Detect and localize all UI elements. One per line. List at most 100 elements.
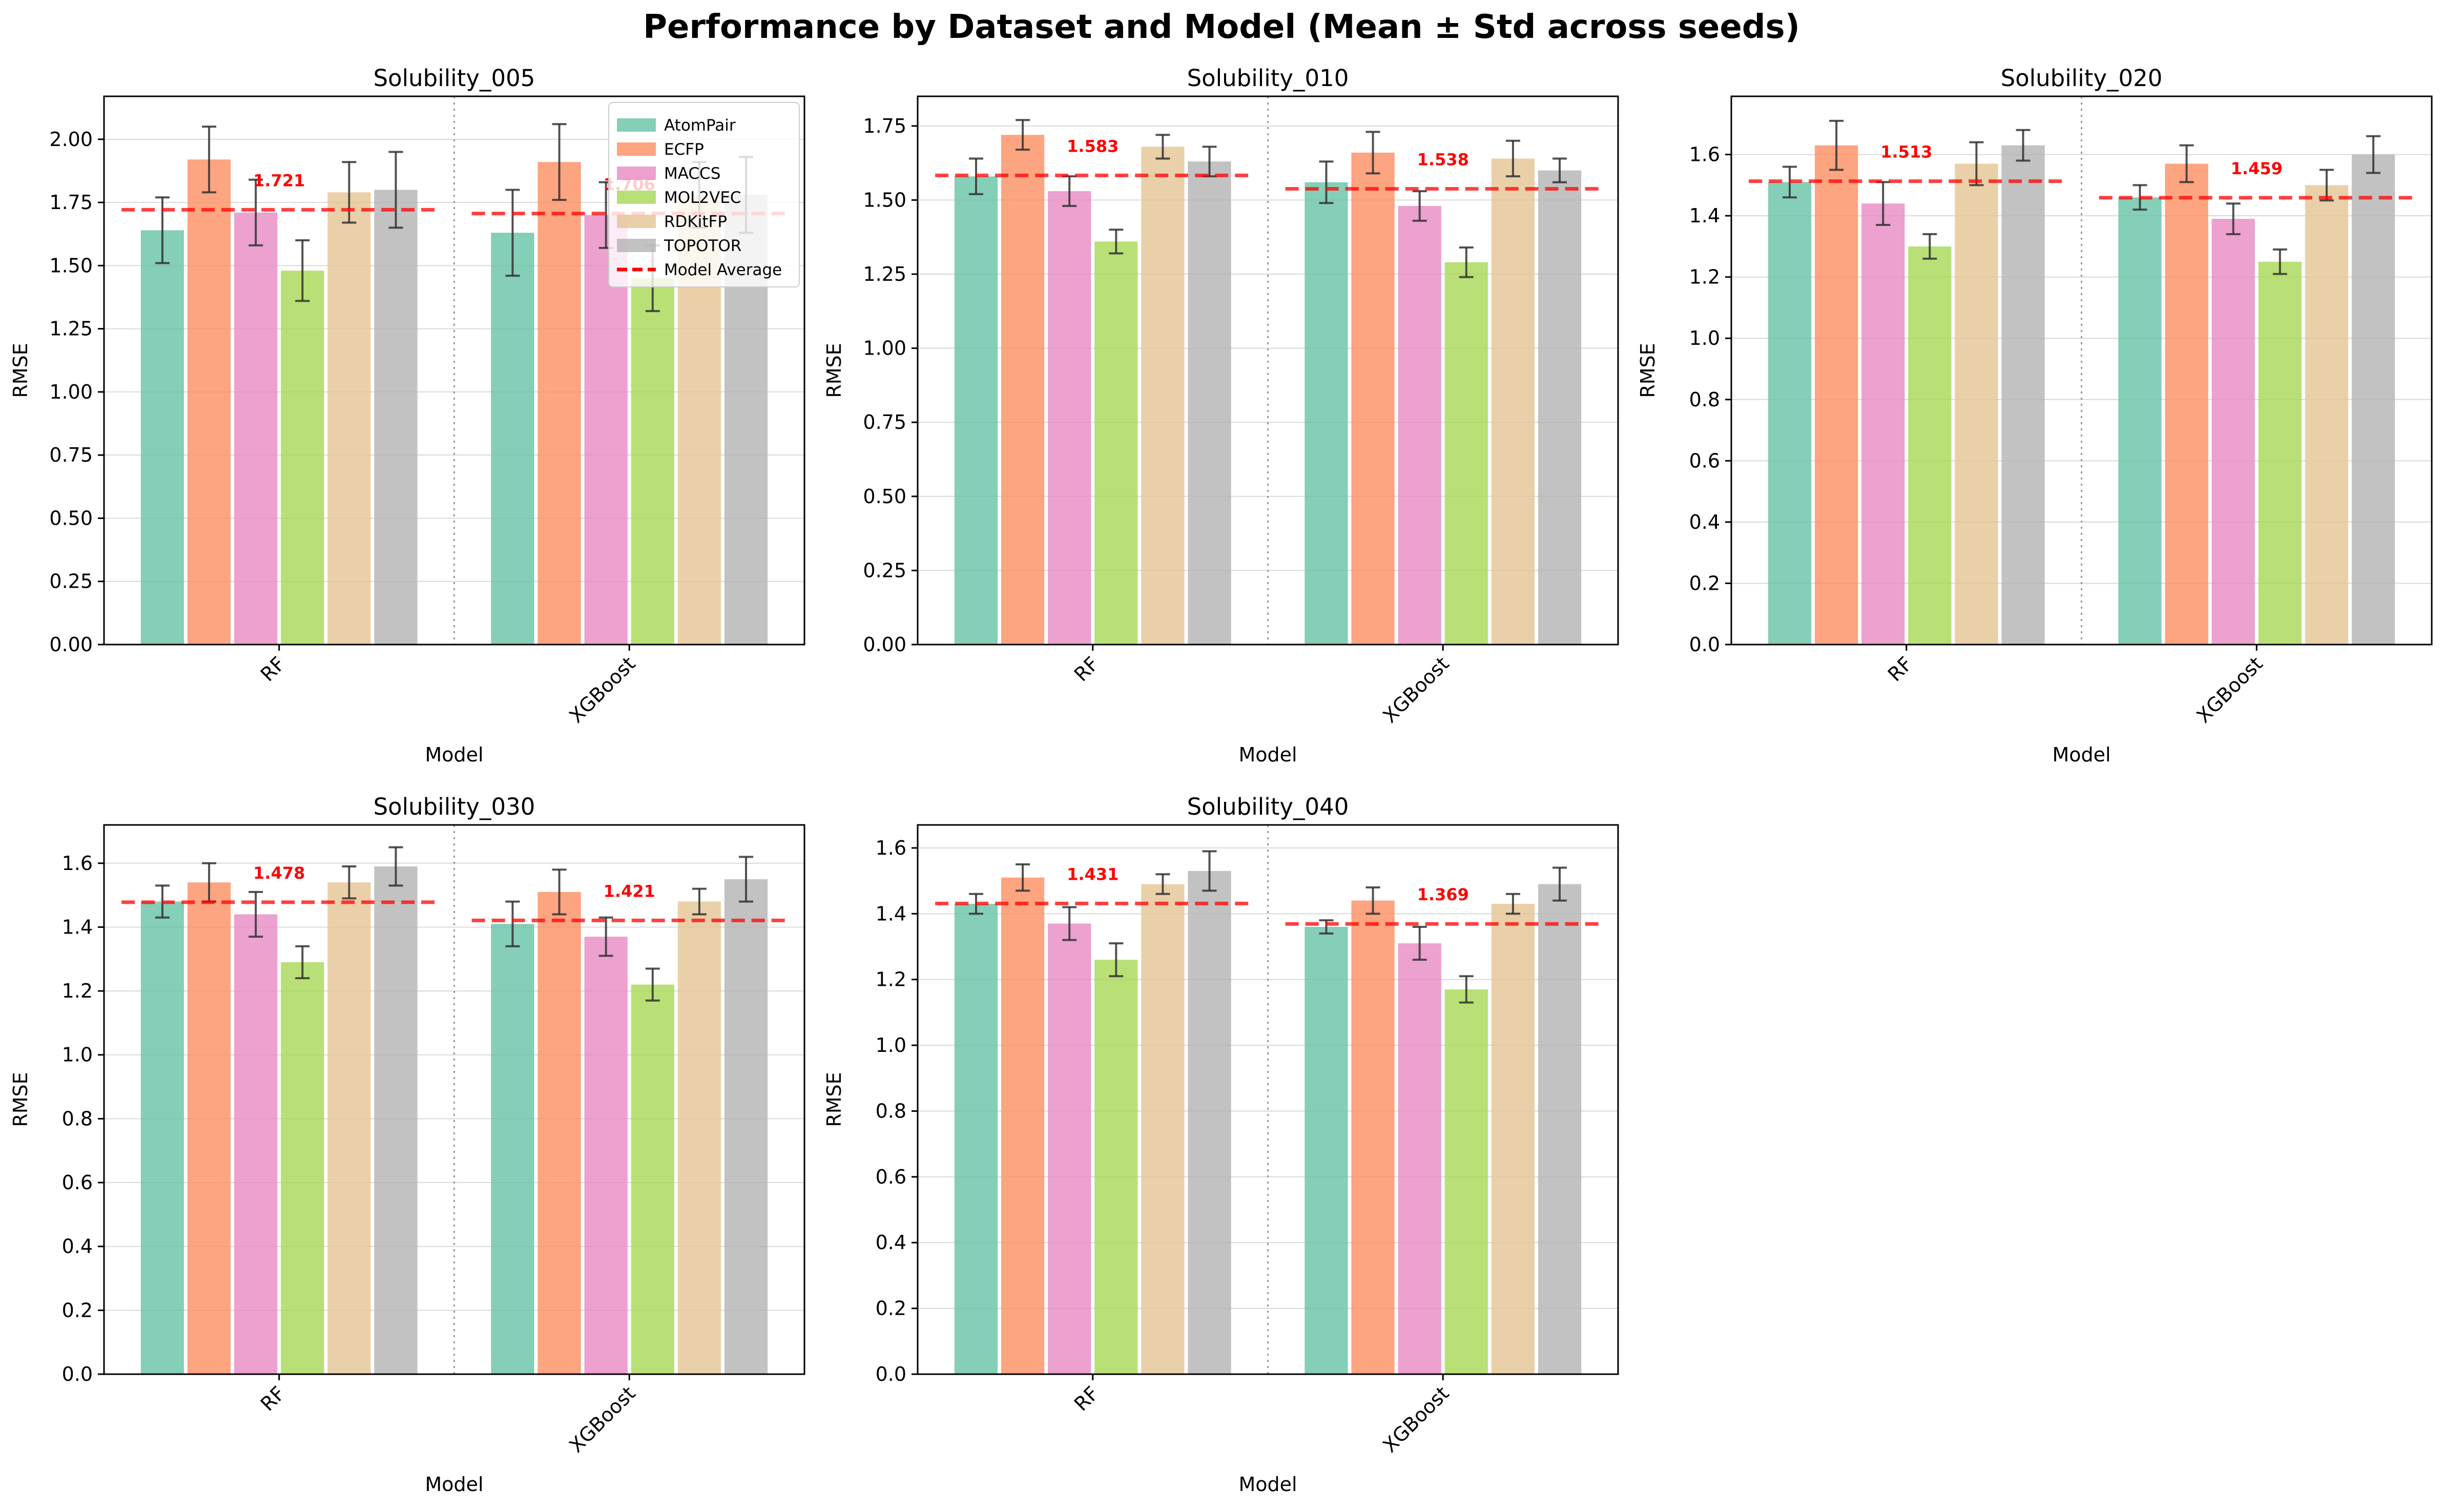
bar-rdkitfp-xgboost [677,901,721,1374]
legend-swatch [617,118,656,132]
axes-frame [103,95,805,646]
bar-maccs-xgboost [1398,206,1441,645]
y-tick-label: 0.6 [876,1166,906,1188]
legend-swatch [617,142,656,156]
bar-mol2vec-rf [281,271,324,645]
legend-swatch [617,167,656,180]
model-average-label: 1.721 [253,171,305,190]
bar-ecfp-rf [1001,135,1045,645]
y-tick-label: 0.2 [62,1299,93,1321]
y-tick-label: 0.75 [863,411,906,433]
bar-maccs-rf [1861,203,1905,645]
bar-rdkitfp-rf [327,192,371,645]
bar-ecfp-xgboost [1351,152,1395,645]
x-axis-label: Model [2052,743,2110,766]
bar-ecfp-rf [187,882,231,1374]
bar-mol2vec-rf [281,962,324,1374]
bar-ecfp-rf [187,159,231,645]
bar-rdkitfp-rf [327,882,371,1374]
model-average-label: 1.583 [1067,136,1119,156]
y-tick-label: 0.6 [1689,449,1720,472]
y-tick-label: 1.0 [62,1044,93,1066]
y-axis-label: RMSE [9,1072,32,1127]
y-tick-label: 0.75 [49,444,93,466]
bar-maccs-xgboost [2211,219,2255,645]
legend-label: Model Average [664,261,782,279]
legend-label: RDKitFP [664,213,727,231]
y-axis-label: RMSE [823,1072,845,1127]
y-tick-label: 0.2 [1689,572,1720,594]
bar-mol2vec-rf [1094,241,1138,645]
legend: AtomPair ECFP MACCS MOL2VEC RDKitFP TOPOTOR Mo… [608,102,800,287]
x-axis-label: Model [1238,1473,1297,1496]
bar-ecfp-rf [1001,877,1045,1374]
y-tick-label: 1.00 [49,381,93,403]
bar-rdkitfp-rf [1955,163,1998,645]
bar-rdkitfp-rf [1141,147,1185,645]
bar-rdkitfp-xgboost [1491,904,1535,1374]
y-tick-label: 1.4 [62,916,93,938]
bar-atompair-xgboost [1305,182,1348,645]
legend-label: ECFP [664,140,704,159]
model-average-label: 1.369 [1417,885,1469,904]
panel-title: Solubility_005 [374,65,535,92]
bar-maccs-xgboost [1398,943,1441,1374]
bar-ecfp-xgboost [1351,900,1395,1374]
y-tick-label: 0.00 [49,633,93,656]
bar-mol2vec-xgboost [631,984,674,1374]
model-average-label: 1.459 [2231,159,2283,178]
bar-topotor-xgboost [1538,884,1582,1374]
bar-topotor-rf [374,190,418,645]
panel-title: Solubility_040 [1187,793,1349,820]
legend-swatch [617,215,656,228]
panel-title: Solubility_010 [1187,65,1349,92]
bar-topotor-xgboost [724,879,768,1374]
bar-mol2vec-xgboost [631,278,674,645]
y-tick-label: 1.0 [876,1034,906,1057]
x-axis-label: Model [425,1473,483,1496]
bar-ecfp-xgboost [537,892,581,1374]
model-average-label: 1.513 [1880,142,1932,162]
chart-panel-1: 1.7211.7060.000.250.500.751.001.251.501.… [9,65,805,766]
model-average-label: 1.538 [1417,150,1469,169]
y-tick-label: 1.50 [863,189,906,211]
y-tick-label: 0.4 [1689,511,1720,533]
legend-label: MOL2VEC [664,189,741,207]
y-tick-label: 1.2 [876,968,906,991]
bar-mol2vec-xgboost [1444,262,1488,645]
bar-atompair-xgboost [491,233,534,645]
bar-maccs-xgboost [584,937,628,1374]
y-tick-label: 0.8 [876,1100,906,1122]
y-tick-label: 0.6 [62,1171,93,1194]
y-tick-label: 1.2 [62,980,93,1002]
bar-maccs-rf [1048,923,1091,1374]
y-tick-label: 1.75 [49,191,93,214]
model-average-label: 1.431 [1067,864,1119,884]
y-tick-label: 1.6 [876,837,906,859]
bar-atompair-xgboost [1305,926,1348,1374]
bar-topotor-xgboost [1538,170,1582,645]
y-tick-label: 2.00 [49,128,93,151]
bar-mol2vec-xgboost [2258,261,2302,645]
bar-rdkitfp-xgboost [2305,185,2349,645]
y-tick-label: 0.4 [62,1235,93,1258]
bar-atompair-rf [954,176,998,645]
bar-atompair-rf [140,901,184,1374]
bar-topotor-rf [1188,161,1231,645]
bar-atompair-rf [954,904,998,1374]
bar-ecfp-xgboost [2165,163,2208,645]
y-axis-label: RMSE [1637,343,1659,398]
x-axis-label: Model [425,743,483,766]
bar-ecfp-rf [1814,145,1858,645]
bar-mol2vec-rf [1094,960,1138,1374]
y-tick-label: 1.4 [1689,204,1720,227]
bar-maccs-rf [234,212,278,645]
axes-frame [103,824,805,1375]
y-tick-label: 1.2 [1689,266,1720,288]
y-tick-label: 0.25 [49,570,93,593]
bar-rdkitfp-xgboost [1491,158,1535,645]
legend-label: TOPOTOR [664,237,741,255]
model-average-label: 1.478 [253,863,305,883]
